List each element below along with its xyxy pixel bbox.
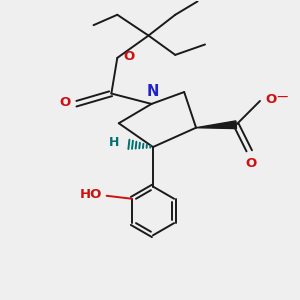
Text: −: − [275, 90, 289, 105]
Text: O: O [124, 50, 135, 63]
Text: O: O [265, 93, 277, 106]
Text: O: O [59, 96, 70, 109]
Text: O: O [245, 157, 257, 170]
Text: N: N [147, 84, 159, 99]
Text: HO: HO [80, 188, 102, 201]
Polygon shape [196, 121, 236, 129]
Text: H: H [108, 136, 119, 149]
